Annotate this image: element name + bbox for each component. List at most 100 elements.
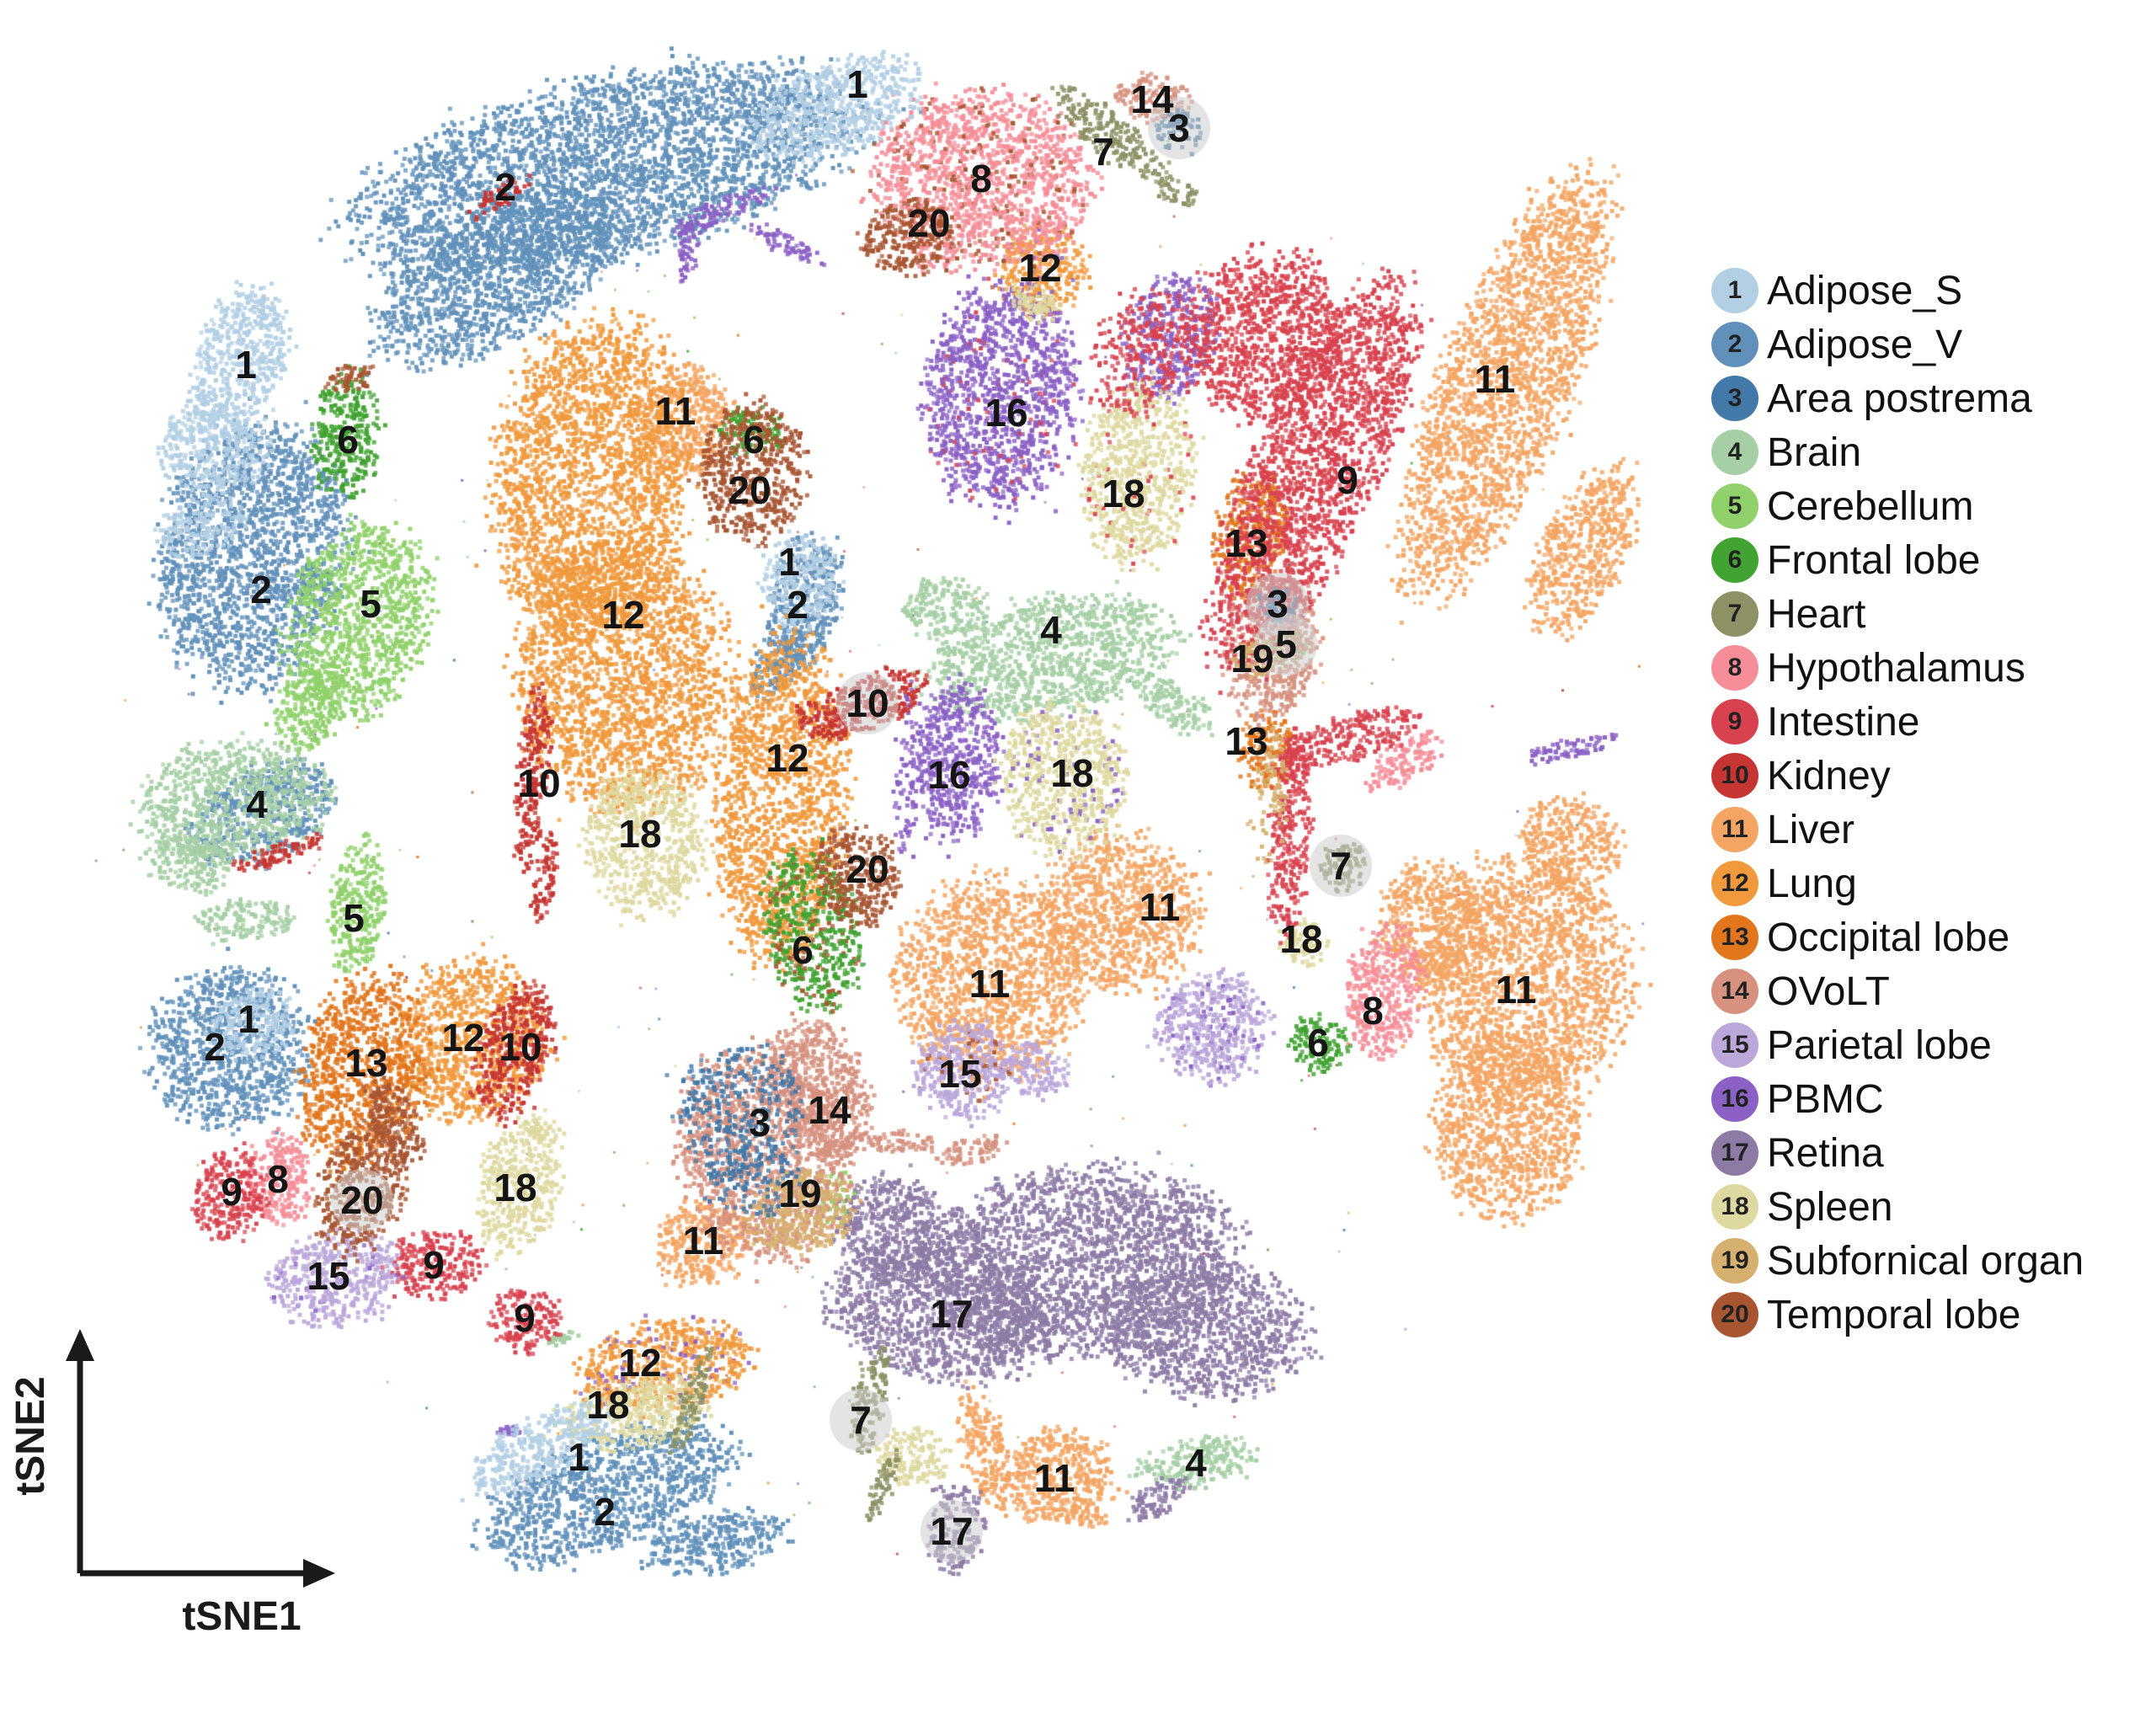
legend-number: 15 — [1721, 1031, 1749, 1059]
legend-swatch-icon: 8 — [1711, 645, 1758, 691]
legend-label: Lung — [1767, 861, 1857, 906]
legend-label: Intestine — [1767, 699, 1920, 745]
x-axis-label: tSNE1 — [182, 1594, 301, 1639]
legend-label: Area postrema — [1767, 376, 2032, 421]
legend-item-pbmc: 16 PBMC — [1711, 1072, 2084, 1126]
legend-swatch-icon: 6 — [1711, 537, 1758, 583]
legend-label: PBMC — [1767, 1076, 1884, 1122]
legend-label: Retina — [1767, 1130, 1884, 1176]
cluster-label-19: 19 — [778, 1172, 822, 1215]
cluster-label-18: 18 — [1102, 472, 1145, 515]
legend-label: Parietal lobe — [1767, 1022, 1992, 1068]
legend-swatch-icon: 15 — [1711, 1022, 1758, 1068]
legend-number: 19 — [1721, 1246, 1749, 1274]
legend-label: Hypothalamus — [1767, 645, 2025, 691]
legend-swatch-icon: 1 — [1711, 268, 1758, 313]
legend-swatch-icon: 14 — [1711, 969, 1758, 1014]
cluster-label-8: 8 — [1362, 989, 1384, 1033]
legend-swatch-icon: 3 — [1711, 376, 1758, 421]
legend-number: 11 — [1721, 815, 1748, 843]
y-axis-label: tSNE2 — [8, 1376, 53, 1495]
legend-number: 6 — [1727, 546, 1742, 574]
cluster-label-16: 16 — [985, 391, 1028, 435]
cluster-label-badge-10 — [836, 672, 899, 734]
legend-number: 5 — [1727, 492, 1742, 520]
x-axis-arrowhead-icon — [303, 1559, 335, 1588]
legend-swatch-icon: 9 — [1711, 699, 1758, 745]
cluster-label-8: 8 — [267, 1157, 289, 1201]
legend-item-subfornical-organ: 19 Subfornical organ — [1711, 1234, 2084, 1288]
legend-number: 9 — [1727, 707, 1742, 735]
legend-swatch-icon: 16 — [1711, 1076, 1758, 1122]
legend-number: 4 — [1727, 438, 1742, 466]
legend-label: Frontal lobe — [1767, 537, 1981, 583]
cluster-label-7: 7 — [1092, 130, 1114, 173]
cluster-label-6: 6 — [792, 928, 814, 972]
legend-item-ovolt: 14 OVoLT — [1711, 964, 2084, 1018]
cluster-label-9: 9 — [514, 1296, 536, 1340]
cluster-label-15: 15 — [938, 1052, 982, 1096]
cluster-label-2: 2 — [494, 165, 516, 209]
cluster-label-11: 11 — [969, 962, 1011, 1006]
legend-number: 20 — [1721, 1300, 1749, 1328]
legend-item-hypothalamus: 8 Hypothalamus — [1711, 641, 2084, 695]
cluster-label-14: 14 — [808, 1088, 851, 1132]
legend-swatch-icon: 12 — [1711, 861, 1758, 906]
cluster-label-5: 5 — [360, 582, 382, 626]
legend-item-retina: 17 Retina — [1711, 1126, 2084, 1180]
cluster-label-1: 1 — [778, 540, 800, 584]
legend-number: 8 — [1727, 654, 1742, 681]
legend-swatch-icon: 18 — [1711, 1184, 1758, 1230]
legend-number: 14 — [1721, 977, 1749, 1005]
legend-label: Liver — [1767, 807, 1855, 852]
cluster-label-19: 19 — [1230, 637, 1274, 681]
legend-label: Adipose_S — [1767, 268, 1963, 313]
cluster-label-4: 4 — [246, 782, 268, 826]
cluster-label-2: 2 — [250, 568, 272, 611]
legend-swatch-icon: 13 — [1711, 915, 1758, 960]
cluster-label-11: 11 — [682, 1219, 724, 1262]
legend-item-liver: 11 Liver — [1711, 803, 2084, 857]
legend-swatch-icon: 11 — [1711, 807, 1758, 852]
legend-item-occipital-lobe: 13 Occipital lobe — [1711, 910, 2084, 964]
cluster-label-18: 18 — [1050, 751, 1094, 795]
cluster-label-18: 18 — [1279, 917, 1323, 961]
legend-label: OVoLT — [1767, 969, 1890, 1014]
legend-number: 10 — [1721, 761, 1749, 789]
cluster-label-3: 3 — [1168, 106, 1190, 150]
legend-item-kidney: 10 Kidney — [1711, 749, 2084, 803]
legend-item-lung: 12 Lung — [1711, 857, 2084, 910]
cluster-label-18: 18 — [494, 1166, 537, 1209]
cluster-label-18: 18 — [618, 812, 662, 856]
cluster-label-3: 3 — [1267, 582, 1289, 626]
legend-item-intestine: 9 Intestine — [1711, 695, 2084, 749]
cluster-label-12: 12 — [766, 736, 809, 780]
legend-swatch-icon: 20 — [1711, 1292, 1758, 1337]
cluster-label-9: 9 — [423, 1243, 445, 1287]
legend-item-brain: 4 Brain — [1711, 425, 2084, 479]
cluster-label-15: 15 — [307, 1254, 350, 1298]
cluster-label-16: 16 — [927, 753, 971, 797]
legend-label: Cerebellum — [1767, 483, 1974, 529]
cluster-label-badge-17 — [921, 1500, 983, 1562]
cluster-label-20: 20 — [907, 201, 951, 245]
legend: 1 Adipose_S 2 Adipose_V 3 Area postrema 4 Brain… — [1711, 264, 2084, 1342]
cluster-label-8: 8 — [970, 157, 992, 200]
cluster-label-10: 10 — [517, 761, 561, 805]
cluster-label-badge-3 — [1148, 97, 1210, 159]
legend-number: 17 — [1721, 1139, 1749, 1166]
legend-number: 16 — [1721, 1085, 1749, 1113]
cluster-label-5: 5 — [1275, 622, 1297, 666]
legend-swatch-icon: 5 — [1711, 483, 1758, 529]
cluster-label-2: 2 — [594, 1490, 616, 1534]
cluster-label-7: 7 — [1330, 844, 1352, 888]
cluster-label-9: 9 — [1337, 458, 1358, 502]
cluster-label-12: 12 — [1018, 246, 1062, 290]
cluster-label-9: 9 — [221, 1170, 243, 1214]
cluster-label-11: 11 — [1474, 357, 1516, 401]
y-axis-arrowhead-icon — [66, 1329, 94, 1361]
cluster-label-11: 11 — [1495, 968, 1537, 1011]
cluster-label-17: 17 — [930, 1292, 974, 1336]
legend-label: Adipose_V — [1767, 322, 1963, 367]
